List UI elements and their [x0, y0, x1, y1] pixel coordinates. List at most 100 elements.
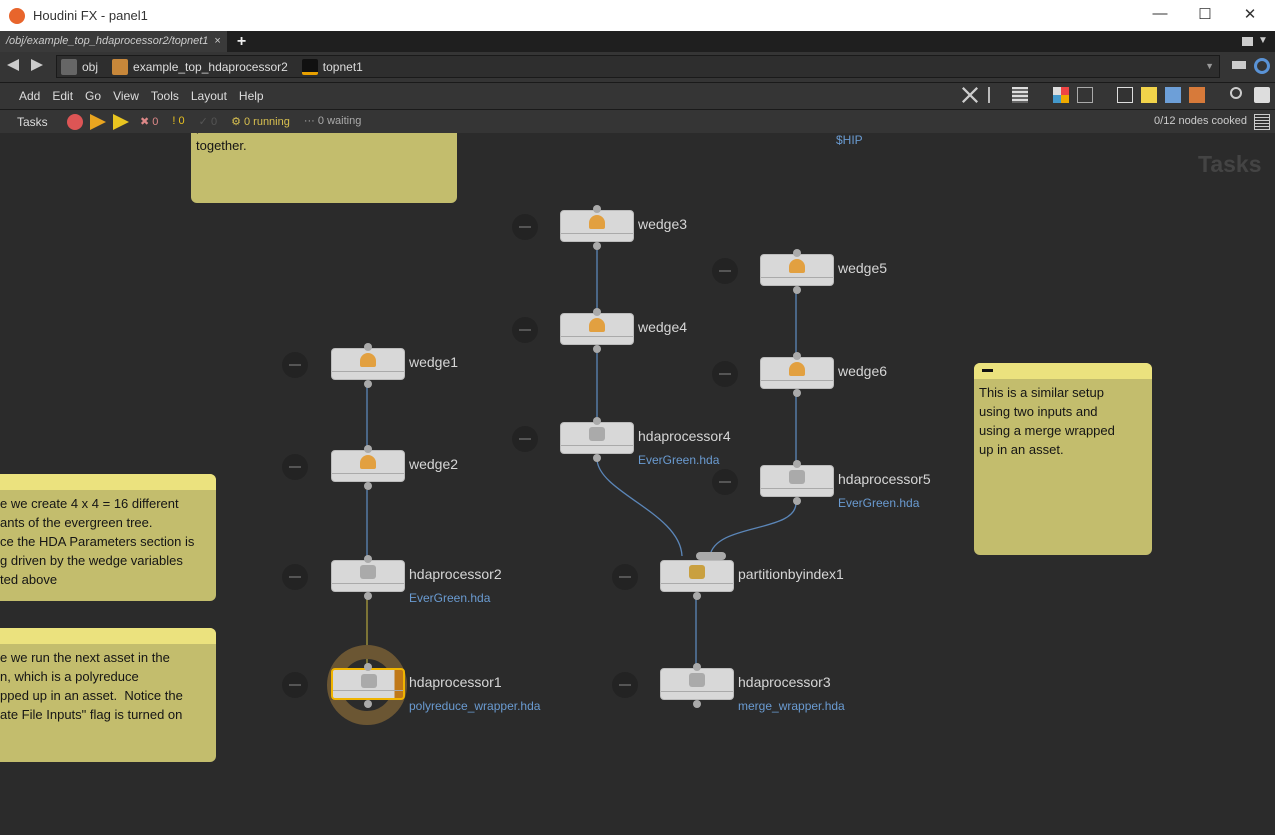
bypass-flag-wedge6[interactable] [712, 361, 738, 387]
node-wedge2[interactable] [331, 450, 405, 482]
minimize-button[interactable]: — [1152, 5, 1168, 22]
pin-icon[interactable] [1232, 61, 1246, 69]
output-connector[interactable] [793, 389, 801, 397]
magnifier-icon[interactable] [1230, 87, 1242, 99]
menu-layout[interactable]: Layout [190, 89, 227, 103]
output-connector[interactable] [593, 242, 601, 250]
dropdown-arrow-icon[interactable]: ▼ [1258, 35, 1268, 46]
node-wedge3[interactable] [560, 210, 634, 242]
bypass-flag-wedge4[interactable] [512, 317, 538, 343]
bypass-flag-wedge3[interactable] [512, 214, 538, 240]
output-connector[interactable] [593, 345, 601, 353]
bypass-flag-hdaprocessor2[interactable] [282, 564, 308, 590]
color-palette-icon[interactable] [1053, 87, 1069, 103]
bypass-flag-wedge2[interactable] [282, 454, 308, 480]
sticky-note-right[interactable]: This is a similar setup using two inputs… [974, 363, 1152, 555]
pane-menu-icon[interactable] [1242, 37, 1253, 46]
node-hdaprocessor5[interactable] [760, 465, 834, 497]
output-connector[interactable] [693, 592, 701, 600]
bypass-flag-hdaprocessor5[interactable] [712, 469, 738, 495]
node-wedge6[interactable] [760, 357, 834, 389]
cook-output-icon[interactable] [113, 114, 129, 130]
warning-count: ! 0 [172, 115, 185, 127]
input-connector[interactable] [593, 308, 601, 316]
bypass-flag-hdaprocessor4[interactable] [512, 426, 538, 452]
input-connector[interactable] [364, 445, 372, 453]
sticky-note-icon[interactable] [1141, 87, 1157, 103]
node-wedge4[interactable] [560, 313, 634, 345]
forward-arrow-icon[interactable] [31, 59, 43, 71]
path-dropdown-icon[interactable]: ▼ [1205, 61, 1214, 71]
collapse-icon[interactable] [982, 369, 993, 372]
list-icon[interactable] [1012, 87, 1028, 103]
breadcrumb-topnet1[interactable]: topnet1 [301, 58, 363, 75]
menu-go[interactable]: Go [85, 89, 102, 103]
crumb-label: example_top_hdaprocessor2 [133, 59, 288, 74]
tree-icon[interactable] [988, 87, 1004, 103]
node-wedge5[interactable] [760, 254, 834, 286]
maximize-button[interactable]: ☐ [1198, 6, 1212, 23]
input-connector[interactable] [793, 352, 801, 360]
sticky-note-left-1[interactable]: e we create 4 x 4 = 16 different ants of… [0, 474, 216, 601]
network-box-icon[interactable] [1117, 87, 1133, 103]
output-connector[interactable] [364, 592, 372, 600]
breadcrumb-obj[interactable]: obj [61, 58, 98, 75]
input-connector[interactable] [793, 249, 801, 257]
output-connector[interactable] [364, 700, 372, 708]
node-asset-label: EverGreen.hda [638, 453, 720, 467]
output-connector[interactable] [364, 380, 372, 388]
sticky-note-left-2[interactable]: e we run the next asset in the n, which … [0, 628, 216, 762]
add-image-icon[interactable] [1165, 87, 1181, 103]
breadcrumb-example[interactable]: example_top_hdaprocessor2 [112, 58, 288, 75]
eye-icon[interactable] [1254, 87, 1270, 103]
output-connector[interactable] [693, 700, 701, 708]
node-partitionbyindex1[interactable] [660, 560, 734, 592]
output-connector[interactable] [593, 454, 601, 462]
output-connector[interactable] [793, 286, 801, 294]
partition-merge-input [696, 552, 726, 560]
tab-close-icon[interactable]: × [214, 35, 221, 47]
input-connector[interactable] [593, 417, 601, 425]
input-connector[interactable] [693, 663, 701, 671]
note-text: e we create 4 x 4 = 16 different ants of… [0, 496, 195, 587]
input-connector[interactable] [364, 663, 372, 671]
tab-topnet1[interactable]: /obj/example_top_hdaprocessor2/topnet1 × [0, 31, 227, 52]
hda-box-icon [589, 427, 605, 441]
node-label: partitionbyindex1 [738, 566, 844, 582]
network-editor-canvas[interactable]: Tasks $HIP parallel. HDAs can also be ch… [0, 133, 1275, 835]
new-tab-button[interactable]: + [236, 32, 247, 50]
cancel-cook-icon[interactable] [67, 114, 83, 130]
menu-add[interactable]: Add [19, 89, 41, 103]
task-list-icon[interactable] [1254, 114, 1270, 130]
bypass-flag-hdaprocessor3[interactable] [612, 672, 638, 698]
bypass-flag-hdaprocessor1[interactable] [282, 672, 308, 698]
sticky-note-top[interactable]: parallel. HDAs can also be chained toget… [191, 133, 457, 203]
back-arrow-icon[interactable] [7, 59, 19, 71]
menu-edit[interactable]: Edit [52, 89, 74, 103]
node-hdaprocessor3[interactable] [660, 668, 734, 700]
node-hdaprocessor1[interactable] [331, 668, 405, 700]
menu-view[interactable]: View [113, 89, 139, 103]
input-connector[interactable] [364, 555, 372, 563]
node-hdaprocessor2[interactable] [331, 560, 405, 592]
input-connector[interactable] [593, 205, 601, 213]
wrench-icon[interactable] [962, 87, 978, 103]
menu-help[interactable]: Help [238, 89, 264, 103]
node-hdaprocessor4[interactable] [560, 422, 634, 454]
cook-icon[interactable] [90, 114, 106, 130]
wires [327, 248, 797, 725]
node-wedge1[interactable] [331, 348, 405, 380]
asset-box-icon[interactable] [1189, 87, 1205, 103]
bypass-flag-wedge1[interactable] [282, 352, 308, 378]
bypass-flag-wedge5[interactable] [712, 258, 738, 284]
gauge-icon [360, 353, 376, 367]
input-connector[interactable] [364, 343, 372, 351]
menu-tools[interactable]: Tools [150, 89, 179, 103]
grid-icon[interactable] [1077, 87, 1093, 103]
link-icon[interactable] [1254, 58, 1270, 74]
input-connector[interactable] [793, 460, 801, 468]
bypass-flag-partitionbyindex1[interactable] [612, 564, 638, 590]
output-connector[interactable] [364, 482, 372, 490]
close-button[interactable]: ✕ [1243, 6, 1257, 23]
output-connector[interactable] [793, 497, 801, 505]
